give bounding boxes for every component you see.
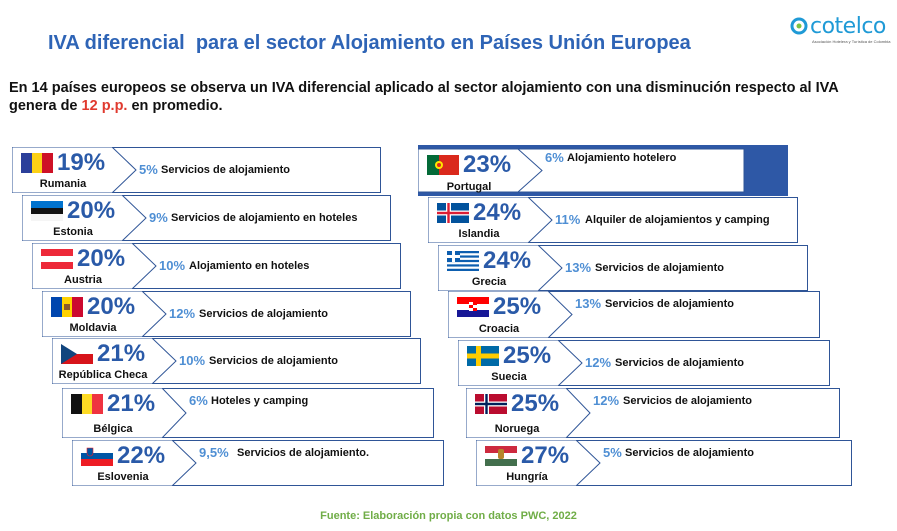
general-vat-rate: 25% [493,293,542,320]
logo-name: cotelco [810,14,886,39]
country-row: 25% Noruega 12% Servicios de alojamiento [466,388,840,438]
country-row: 22% Eslovenia 9,5% Servicios de alojamiento… [72,440,444,486]
source-note: Fuente: Elaboración propia con datos PWC… [320,510,577,522]
country-name: Hungría [506,471,548,483]
vat-description: Servicios de alojamiento. [237,447,370,459]
reduced-vat-rate: 6% [189,393,208,408]
czech-flag [61,344,93,364]
croatia-flag [457,297,489,317]
general-vat-rate: 21% [97,340,146,367]
vat-description: Servicios de alojamiento [605,298,734,310]
reduced-vat-rate: 12% [585,355,612,370]
country-row: 21% Bélgica 6% Hoteles y camping [62,388,434,438]
page-title: IVA diferencial para el sector Alojamien… [48,32,691,54]
reduced-vat-rate: 5% [603,445,622,460]
vat-description: Servicios de alojamiento [625,447,754,459]
vat-description: Servicios de alojamiento [209,355,338,367]
country-name: Portugal [446,181,492,193]
general-vat-rate: 27% [521,442,570,469]
vat-description: Servicios de alojamiento [595,262,724,274]
general-vat-rate: 20% [67,197,116,224]
portugal-flag [427,155,459,175]
country-row: 24% Islandia 11% Alquiler de alojamientos y… [428,197,798,243]
vat-description: Servicios de alojamiento [615,357,744,369]
general-vat-rate: 25% [503,342,552,369]
hungary-flag [485,446,517,466]
estonia-flag [31,201,63,221]
sweden-flag [467,346,499,366]
country-row: 19% Rumania 5% Servicios de alojamiento [12,147,381,193]
reduced-vat-rate: 12% [169,306,196,321]
vat-description: Alquiler de alojamientos y camping [585,214,770,226]
country-row: 25% Suecia 12% Servicios de alojamiento [458,340,830,386]
romania-flag [21,153,53,173]
general-vat-rate: 23% [463,151,512,178]
reduced-vat-rate: 13% [575,296,602,311]
general-vat-rate: 25% [511,390,560,417]
reduced-vat-rate: 9,5% [199,445,229,460]
iceland-flag [437,203,469,223]
general-vat-rate: 21% [107,390,156,417]
country-row: 21% República Checa 10% Servicios de alojam… [52,338,421,384]
country-row: 20% Estonia 9% Servicios de alojamiento en … [22,195,391,241]
intro-highlight: 12 p.p. [81,98,128,114]
country-row: 24% Grecia 13% Servicios de alojamiento [438,245,808,291]
slovenia-flag [81,446,113,466]
country-row: 20% Austria 10% Alojamiento en hoteles [32,243,401,289]
norway-flag [475,394,507,414]
logo-icon [790,17,808,35]
moldova-flag [51,297,83,317]
country-name: Suecia [491,371,527,383]
reduced-vat-rate: 11% [555,212,581,227]
country-row: 23% Portugal 6% Alojamiento hotelero [418,145,788,196]
vat-description: Servicios de alojamiento [623,395,752,407]
country-name: Croacia [478,323,520,335]
vat-description: Alojamiento en hoteles [189,260,310,272]
general-vat-rate: 20% [77,245,126,272]
logo-tagline: Asociación Hotelera y Turística de Colom… [812,39,891,44]
reduced-vat-rate: 12% [593,393,620,408]
country-name: Estonia [53,226,93,238]
country-name: Grecia [471,276,507,288]
reduced-vat-rate: 10% [159,258,186,273]
cotelco-logo: cotelco Asociación Hotelera y Turística … [790,14,890,44]
reduced-vat-rate: 6% [545,150,564,165]
vat-description: Alojamiento hotelero [567,152,677,164]
reduced-vat-rate: 13% [565,260,592,275]
vat-description: Servicios de alojamiento [199,308,328,320]
austria-flag [41,249,73,269]
reduced-vat-rate: 10% [179,353,206,368]
country-row: 25% Croacia 13% Servicios de alojamiento [448,291,820,338]
country-name: Rumania [39,178,87,190]
country-row: 27% Hungría 5% Servicios de alojamiento [476,440,852,486]
country-name: República Checa [58,369,148,381]
general-vat-rate: 22% [117,442,166,469]
general-vat-rate: 24% [473,199,522,226]
country-name: Bélgica [93,423,133,435]
reduced-vat-rate: 5% [139,162,158,177]
general-vat-rate: 20% [87,293,136,320]
intro-text: En 14 países europeos se observa un IVA … [9,80,839,114]
country-name: Noruega [494,423,540,435]
vat-description: Servicios de alojamiento en hoteles [171,212,358,224]
country-name: Moldavia [69,322,117,334]
general-vat-rate: 19% [57,149,106,176]
country-name: Eslovenia [97,471,149,483]
vat-description: Hoteles y camping [211,395,309,407]
vat-description: Servicios de alojamiento [161,164,290,176]
country-row: 20% Moldavia 12% Servicios de alojamiento [42,291,411,337]
reduced-vat-rate: 9% [149,210,168,225]
country-name: Austria [64,274,102,286]
greece-flag [447,251,479,271]
general-vat-rate: 24% [483,247,532,274]
country-name: Islandia [458,228,500,240]
belgium-flag [71,394,103,414]
